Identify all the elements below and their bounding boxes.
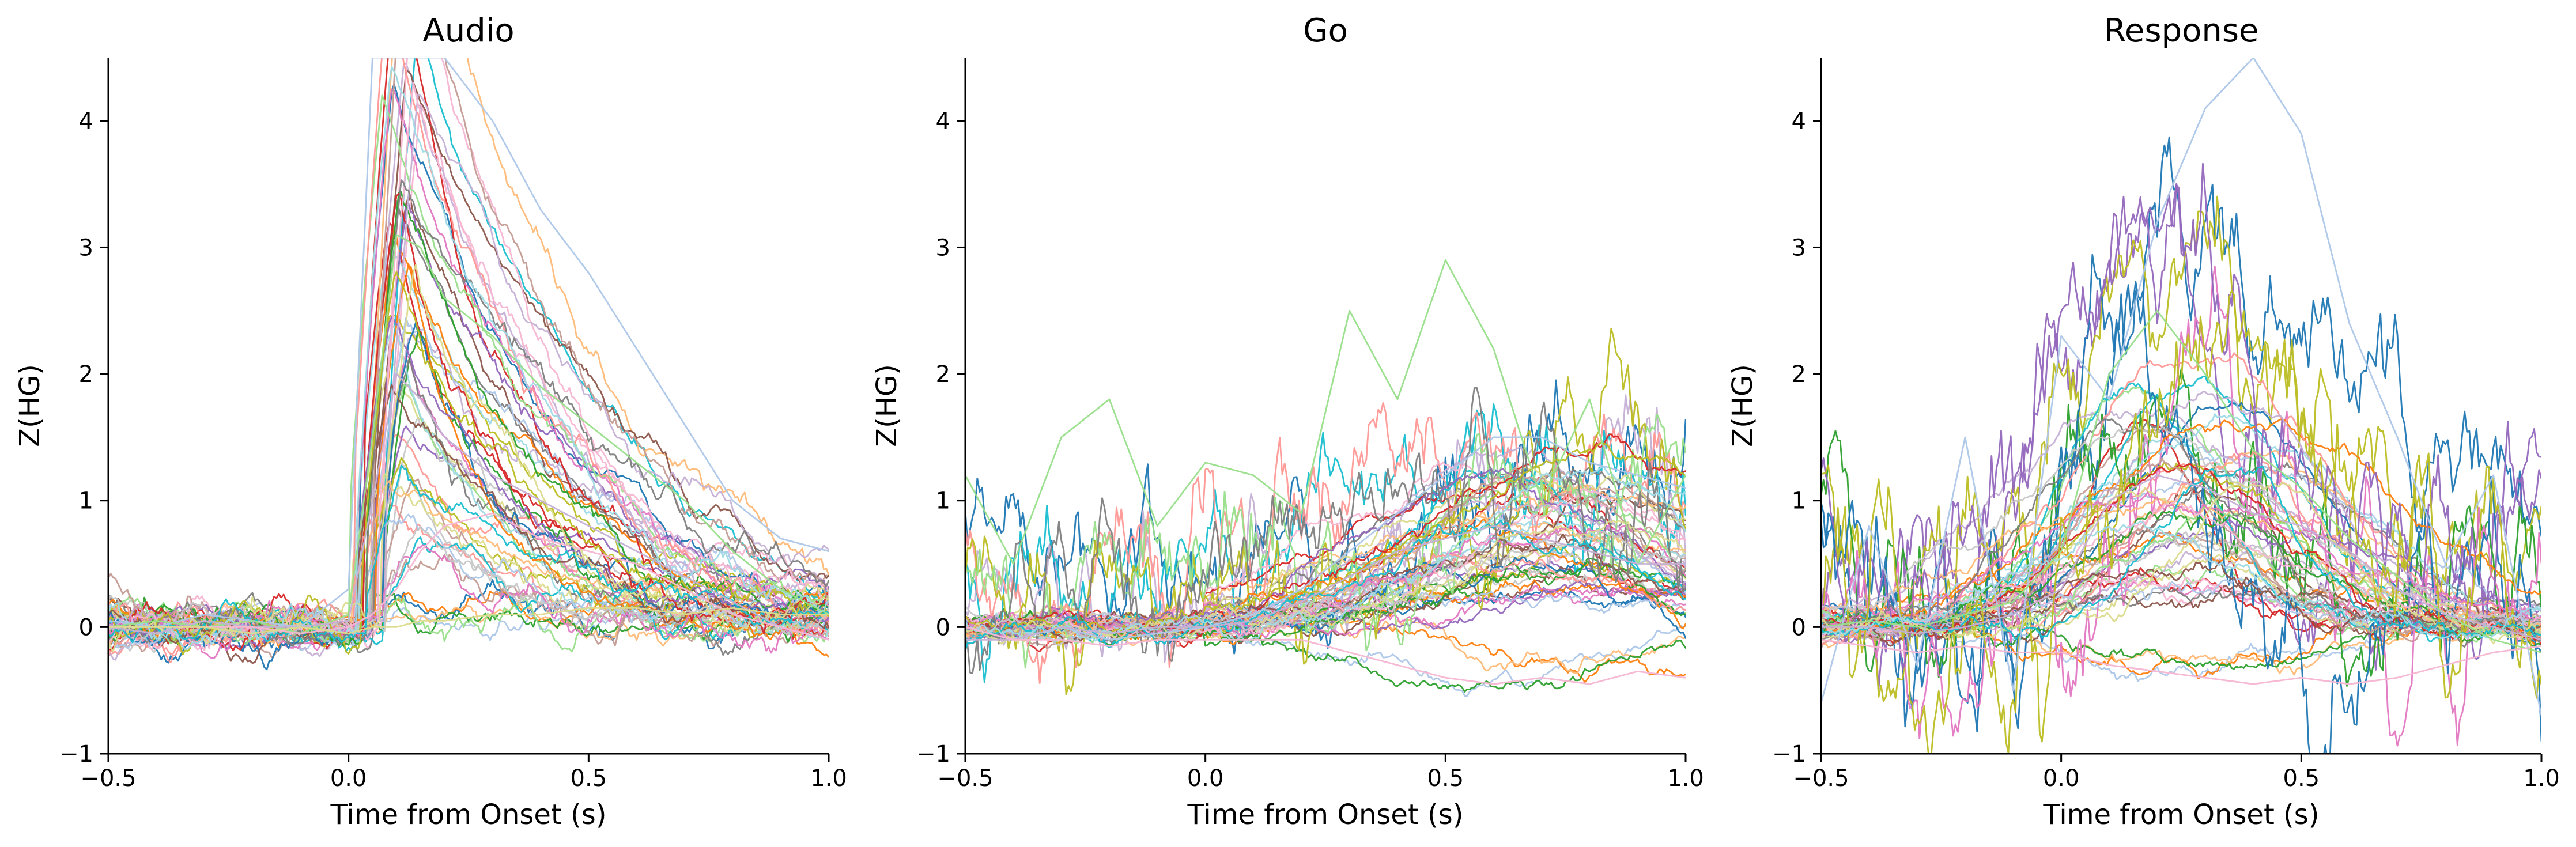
trace-line: [108, 271, 829, 655]
x-tick-label: −0.5: [80, 765, 136, 792]
series-line: [965, 259, 1686, 565]
x-tick-label: −0.5: [1793, 765, 1849, 792]
trace-line: [965, 413, 1686, 669]
panel-title: Go: [1303, 12, 1348, 50]
trace-line: [1821, 426, 2541, 630]
y-tick-label: 2: [936, 361, 950, 388]
y-tick-label: 4: [1792, 108, 1806, 135]
trace-line: [108, 464, 829, 644]
trace-line: [108, 82, 829, 652]
trace-line: [1821, 289, 2541, 754]
x-tick-label: 0.5: [2283, 765, 2320, 792]
x-tick-label: 0.5: [1427, 765, 1464, 792]
y-tick-label: −1: [59, 741, 93, 767]
y-tick-label: 1: [79, 488, 93, 515]
y-tick-label: 4: [79, 108, 93, 135]
y-tick-label: 0: [1792, 614, 1806, 641]
y-tick-label: 1: [1792, 488, 1806, 515]
series-line: [108, 373, 829, 641]
x-axis-label: Time from Onset (s): [1187, 799, 1464, 831]
trace-line: [965, 483, 1686, 638]
trace-line: [108, 192, 829, 652]
trace-line: [1821, 418, 2541, 636]
traces: [108, 58, 829, 671]
x-tick-label: 0.5: [571, 765, 607, 792]
y-axis-label: Z(HG): [871, 364, 903, 447]
trace-line: [1821, 491, 2541, 638]
series-line: [1821, 58, 2541, 717]
trace-line: [108, 480, 829, 648]
y-tick-label: 3: [936, 235, 950, 261]
x-axis-label: Time from Onset (s): [330, 799, 607, 831]
y-tick-label: −1: [916, 741, 950, 767]
traces: [1821, 58, 2541, 754]
x-tick-label: 1.0: [810, 765, 847, 792]
y-tick-label: 4: [936, 108, 950, 135]
trace-line: [108, 66, 829, 651]
trace-line: [965, 403, 1686, 683]
x-tick-label: 1.0: [2523, 765, 2560, 792]
x-tick-label: 0.0: [330, 765, 367, 792]
trace-line: [108, 264, 829, 652]
trace-line: [1821, 577, 2541, 635]
y-tick-label: 3: [79, 235, 93, 261]
y-tick-label: 2: [1792, 361, 1806, 388]
trace-line: [965, 387, 1686, 674]
panel-response: −0.5 0.0 0.5 1.0 −1 0 1 2 3 4 Response Time from On…: [1727, 12, 2560, 831]
trace-line: [1821, 511, 2541, 642]
y-axis-label: Z(HG): [14, 364, 46, 447]
trace-line: [965, 530, 1686, 646]
panel-audio: −0.5 0.0 0.5 1.0 −1 0 1 2 3 4 Audio Time from Onset…: [14, 12, 847, 831]
series-line: [108, 58, 829, 628]
series-line: [965, 525, 1686, 641]
panel-go: −0.5 0.0 0.5 1.0 −1 0 1 2 3 4 Go Time from Onset (s…: [871, 12, 1704, 831]
trace-line: [108, 263, 829, 658]
x-axis-label: Time from Onset (s): [2043, 799, 2320, 831]
series-line: [108, 607, 829, 634]
x-tick-label: 0.0: [1187, 765, 1224, 792]
series-line: [1821, 638, 2541, 685]
series-line: [965, 626, 1686, 685]
trace-line: [1821, 383, 2541, 642]
x-tick-label: −0.5: [937, 765, 993, 792]
trace-line: [1821, 561, 2541, 647]
trace-line: [965, 519, 1686, 651]
trace-line: [108, 62, 829, 642]
trace-line: [965, 518, 1686, 643]
y-tick-label: 1: [936, 488, 950, 515]
y-tick-label: 2: [79, 361, 93, 388]
trace-line: [965, 524, 1686, 636]
traces: [965, 259, 1686, 697]
y-tick-label: −1: [1772, 741, 1806, 767]
series-line: [1821, 309, 2541, 653]
y-tick-label: 0: [936, 614, 950, 641]
x-tick-label: 1.0: [1667, 765, 1704, 792]
trace-line: [1821, 418, 2541, 638]
trace-line: [1821, 254, 2541, 754]
trace-line: [108, 544, 829, 659]
panel-title: Response: [2104, 12, 2259, 50]
panel-title: Audio: [422, 12, 514, 50]
trace-line: [1821, 520, 2541, 640]
series-line: [1821, 474, 2541, 641]
y-tick-label: 3: [1792, 235, 1806, 261]
trace-line: [108, 359, 829, 656]
trace-line: [108, 191, 829, 647]
series-line: [108, 512, 829, 641]
y-axis-label: Z(HG): [1727, 364, 1759, 447]
trace-line: [965, 466, 1686, 643]
y-tick-label: 0: [79, 614, 93, 641]
x-tick-label: 0.0: [2043, 765, 2080, 792]
series-line: [108, 234, 829, 634]
